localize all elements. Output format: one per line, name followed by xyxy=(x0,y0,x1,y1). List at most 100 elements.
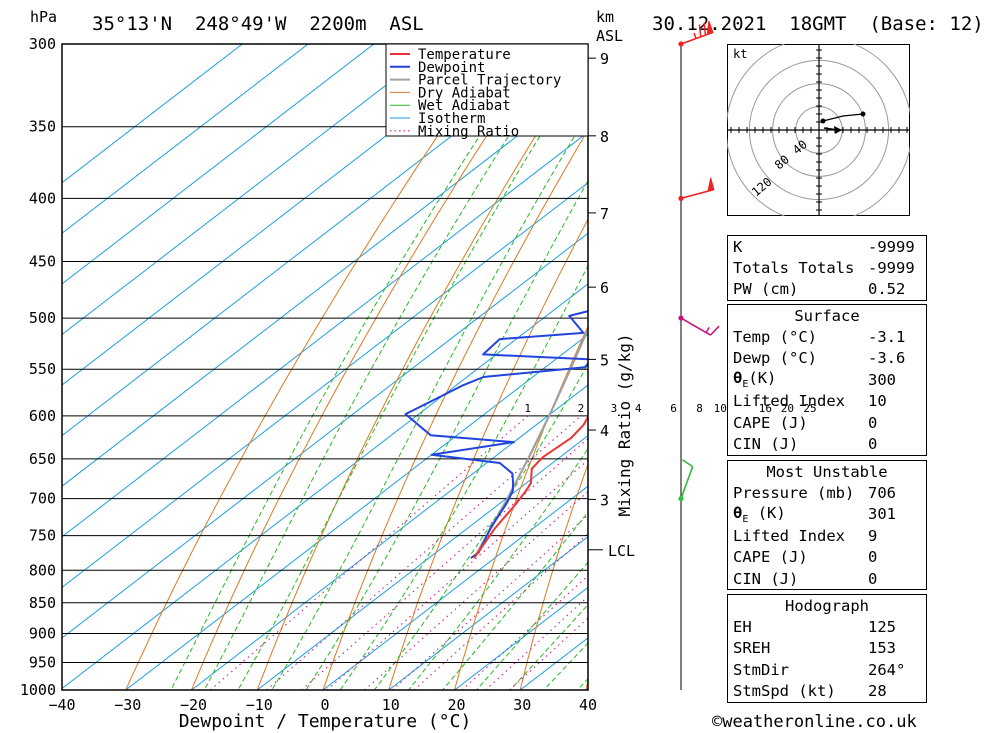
wind-barb-feather xyxy=(681,459,694,468)
temperature-tick-label: −30 xyxy=(114,696,141,714)
wind-barb-half-feather xyxy=(705,327,710,333)
sreh-label: SREH xyxy=(733,639,771,658)
mu-theta-label: θE (K) xyxy=(733,503,786,526)
isotherm-line xyxy=(62,182,588,588)
wet-adiabat-line xyxy=(305,179,588,690)
isotherm-line xyxy=(322,485,588,690)
pressure-tick-label: 500 xyxy=(29,309,56,327)
surface-cape-label: CAPE (J) xyxy=(733,413,808,432)
dewpoint-line xyxy=(404,181,588,559)
wet-adiabat-line xyxy=(407,447,588,690)
wet-adiabat-line xyxy=(441,511,588,690)
mu-cape-value: 0 xyxy=(868,548,878,567)
dry-adiabat-line xyxy=(256,51,588,690)
location-title: 35°13'N 248°49'W 2200m ASL xyxy=(92,13,424,35)
surface-cin-label: CIN (J) xyxy=(733,435,799,454)
pressure-tick-label: 950 xyxy=(29,653,56,671)
wind-barb-feather xyxy=(703,22,707,36)
plot-frame xyxy=(61,43,589,691)
stmspd-value: 28 xyxy=(868,682,887,701)
isotherm-line xyxy=(256,434,588,690)
surface-dewp-label: Dewp (°C) xyxy=(733,349,817,368)
temperature-line xyxy=(473,414,588,559)
eh-label: EH xyxy=(733,618,752,637)
mu-cin-label: CIN (J) xyxy=(733,569,799,588)
km-tick-label: 4 xyxy=(600,422,609,440)
isotherm-line xyxy=(62,44,441,336)
pressure-tick-label: 550 xyxy=(29,360,56,378)
pressure-tick-label: 400 xyxy=(29,189,56,207)
temperature-tick-label: 30 xyxy=(513,696,531,714)
temperature-tick-label: −10 xyxy=(246,696,273,714)
mixing-ratio-label: 10 xyxy=(714,402,727,415)
pressure-tick-label: 350 xyxy=(29,118,56,136)
isotherm-line xyxy=(62,44,375,285)
axis-labels: 3003504004505005506006507007508008509009… xyxy=(20,35,597,714)
legend-label: Dry Adiabat xyxy=(418,85,511,101)
stmdir-value: 264° xyxy=(868,660,906,679)
isotherm-line xyxy=(62,44,244,184)
eh-value: 125 xyxy=(868,618,896,637)
mixing-ratio-labels: 1 2 3 4 6 8 10 16 20 25 xyxy=(524,402,816,415)
wet-adiabat-line xyxy=(271,112,588,690)
wind-barb-feather xyxy=(709,325,720,336)
mixing-ratio-label: 25 xyxy=(803,402,816,415)
temperature-tick-label: 0 xyxy=(320,696,329,714)
km-tick-label: 3 xyxy=(600,491,609,509)
stmspd-label: StmSpd (kt) xyxy=(733,682,836,701)
legend-label: Dewpoint xyxy=(418,60,485,76)
isotherm-line xyxy=(62,44,309,234)
hodograph-table-title: Hodograph xyxy=(785,596,869,615)
km-tick-label: 5 xyxy=(600,351,609,369)
surface-li-value: 10 xyxy=(868,392,887,411)
dry-adiabat-line xyxy=(190,44,548,690)
surface-temp-label: Temp (°C) xyxy=(733,328,817,347)
temperature-tick-label: −20 xyxy=(180,696,207,714)
isotherm-line xyxy=(124,333,588,690)
mu-li-value: 9 xyxy=(868,526,878,545)
dry-adiabat-line xyxy=(453,325,588,690)
wet-adiabat-line xyxy=(373,363,588,690)
dry-adiabat-line xyxy=(519,462,588,690)
legend-label: Parcel Trajectory xyxy=(418,73,561,89)
pw-value: 0.52 xyxy=(868,280,906,299)
wind-barb-flag xyxy=(707,177,715,192)
legend-label: Mixing Ratio xyxy=(418,124,519,140)
hodograph-point xyxy=(820,118,826,124)
pressure-tick-label: 850 xyxy=(29,594,56,612)
mixing-ratio-label: 2 xyxy=(578,402,585,415)
mixing-ratio-line xyxy=(461,575,588,690)
km-unit: km xyxy=(596,8,614,26)
mixing-ratio-line xyxy=(391,514,588,690)
hodograph-table: Hodograph EH 125 SREH 153 StmDir 264° StmSp… xyxy=(727,594,927,703)
most-unstable-table: Most Unstable Pressure (mb) 706 θE (K) 301… xyxy=(727,460,927,591)
pressure-tick-label: 300 xyxy=(29,35,56,53)
km-tick-label: 7 xyxy=(600,205,609,223)
isotherm-line xyxy=(62,131,588,538)
pressure-tick-label: 650 xyxy=(29,450,56,468)
surface-title: Surface xyxy=(794,306,860,325)
mixing-ratio-label: 3 xyxy=(611,402,618,415)
surface-temp-value: -3.1 xyxy=(868,328,906,347)
dry-adiabat-line xyxy=(914,7,1000,716)
pressure-tick-label: 750 xyxy=(29,527,56,545)
datetime-title: 30.12.2021 18GMT (Base: 12) xyxy=(652,13,984,35)
indices-table: K -9999 Totals Totals -9999 PW (cm) 0.52 xyxy=(727,235,927,302)
wet-adiabat-line xyxy=(339,264,588,690)
mixing-ratio-line xyxy=(413,533,588,690)
most-unstable-title: Most Unstable xyxy=(766,462,888,481)
pw-label: PW (cm) xyxy=(733,280,799,299)
mixing-ratio-label: 1 xyxy=(524,402,531,415)
isotherm-line xyxy=(387,536,588,690)
legend-label: Wet Adiabat xyxy=(418,98,511,114)
temperature-tick-label: −40 xyxy=(48,696,75,714)
dry-adiabat-line xyxy=(388,218,588,690)
isotherm-line xyxy=(453,586,588,690)
hodograph-unit: kt xyxy=(733,47,747,61)
credit: ©weatheronline.co.uk xyxy=(712,712,917,732)
surface-table: Surface Temp (°C) -3.1 Dewp (°C) -3.6 θE(K… xyxy=(727,304,927,456)
pressure-tick-label: 700 xyxy=(29,490,56,508)
